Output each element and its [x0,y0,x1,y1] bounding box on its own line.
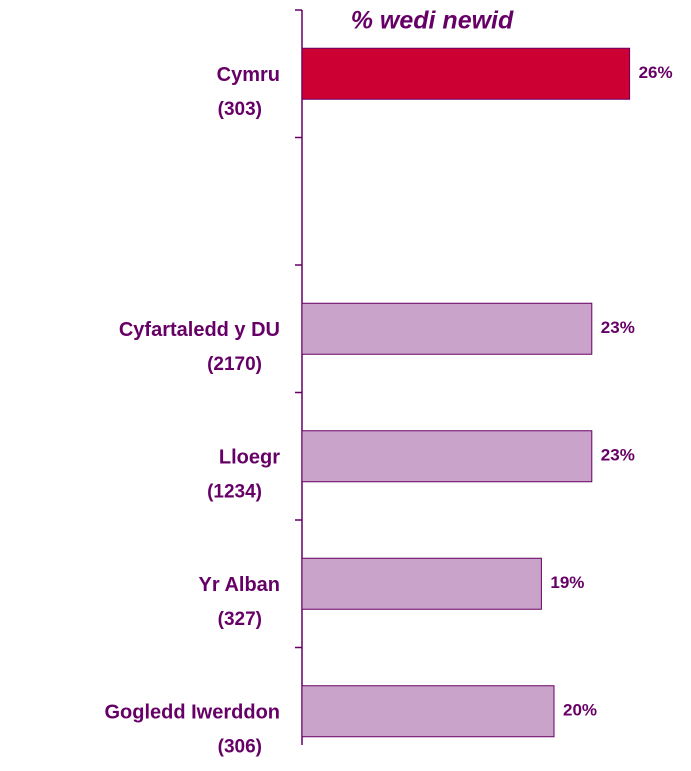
value-label: 23% [601,318,635,337]
bar [301,557,542,610]
category-label: Gogledd Iwerddon [104,702,280,724]
bar [301,685,555,738]
value-label: 20% [563,701,597,720]
sample-size-label: (327) [218,609,262,630]
sample-size-label: (1234) [207,481,262,502]
chart-title: % wedi newid [351,7,514,35]
value-label: 26% [639,63,673,82]
category-label: Lloegr [219,447,280,469]
value-label: 23% [601,446,635,465]
value-label: 19% [550,573,584,592]
category-label: Cyfartaledd y DU [119,319,280,341]
category-label: Yr Alban [199,574,281,596]
bar [301,430,593,483]
bar [301,47,631,100]
sample-size-label: (306) [218,736,262,757]
sample-size-label: (2170) [207,354,262,375]
sample-size-label: (303) [218,99,262,120]
bar [301,302,593,355]
category-label: Cymru [217,64,280,86]
